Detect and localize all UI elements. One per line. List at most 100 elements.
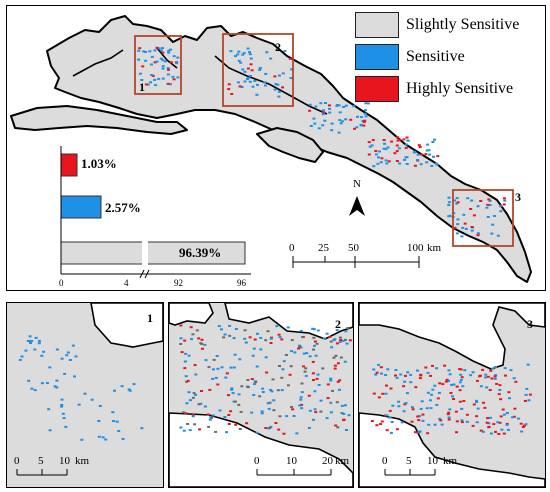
sensitivity-pixel [246,76,250,79]
sensitivity-pixel [206,413,210,416]
sensitivity-pixel [194,373,198,376]
sensitivity-pixel [481,430,485,433]
sensitivity-pixel [406,371,410,374]
sensitivity-pixel [166,73,170,76]
sensitivity-pixel [512,415,516,418]
sensitivity-pixel [377,396,381,399]
sensitivity-pixel [97,435,101,438]
sensitivity-pixel [317,384,321,386]
sensitivity-pixel [169,48,172,51]
legend-label: Slightly Sensitive [406,16,520,33]
sensitivity-pixel [471,424,475,427]
sensitivity-pixel [281,86,285,89]
sensitivity-pixel [74,355,78,358]
sensitivity-pixel [453,226,457,229]
sensitivity-pixel [416,153,420,156]
sensitivity-pixel [394,369,398,371]
sensitivity-pixel [230,388,234,391]
sensitivity-pixel [150,74,154,76]
sensitivity-pixel [492,215,496,217]
sensitivity-pixel [282,360,286,363]
sensitivity-pixel [528,393,532,396]
sensitivity-pixel [304,367,308,370]
sensitivity-pixel [268,401,272,404]
sensitivity-pixel [18,358,22,361]
sensitivity-pixel [333,338,337,341]
sensitivity-pixel [331,389,334,392]
sensitivity-pixel [475,399,478,402]
sensitivity-pixel [379,366,383,369]
sensitivity-pixel [208,418,212,421]
sensitivity-pixel [409,373,413,376]
sensitivity-pixel [313,408,317,411]
sensitivity-pixel [439,419,443,422]
sensitivity-pixel [426,432,430,435]
sensitivity-pixel [239,410,243,413]
sensitivity-pixel [229,366,233,369]
sensitivity-pixel [212,358,216,361]
sensitivity-pixel [211,414,215,417]
sensitivity-pixel [419,374,423,377]
sensitivity-pixel [353,127,356,130]
study-box-3 [452,189,514,247]
sensitivity-pixel [207,425,211,428]
sensitivity-pixel [476,234,480,237]
north-arrow-icon [349,196,365,216]
sensitivity-pixel [504,374,507,377]
sensitivity-pixel [425,161,429,164]
sensitivity-pixel [340,120,344,123]
sensitivity-pixel [282,432,286,435]
sensitivity-pixel [176,56,180,59]
sensitivity-pixel [496,421,500,424]
sensitivity-pixel [522,424,526,427]
sensitivity-pixel [308,355,312,358]
sensitivity-pixel [144,59,148,62]
sensitivity-pixel [150,63,153,66]
sensitivity-pixel [330,129,334,132]
sensitivity-pixel [432,155,435,158]
sensitivity-pixel [364,115,368,118]
sensitivity-pixel [225,431,229,434]
sensitivity-pixel [380,372,383,375]
sensitivity-pixel [476,232,480,235]
inset-2-number: 2 [335,317,341,331]
sensitivity-pixel [166,82,170,85]
sensitivity-pixel [338,379,342,382]
sensitivity-pixel [414,386,418,389]
sensitivity-pixel [313,122,317,125]
sensitivity-pixel [246,379,250,381]
legend-swatch [355,76,399,102]
sensitivity-pixel [395,150,399,153]
sensitivity-pixel [278,336,282,339]
sensitivity-pixel [398,162,402,165]
sensitivity-pixel [433,138,436,141]
sensitivity-pixel [341,339,345,342]
sensitivity-pixel [455,385,459,388]
sensitivity-pixel [288,373,292,376]
sensitivity-pixel [302,352,306,355]
sensitivity-pixel [137,58,141,61]
sensitivity-pixel [394,374,397,377]
sensitivity-pixel [340,412,344,414]
sensitivity-pixel [277,74,281,77]
inset-scale-unit: km [443,455,458,467]
sensitivity-pixel [524,423,528,426]
sensitivity-pixel [391,404,395,407]
sensitivity-pixel [470,229,474,232]
sensitivity-pixel [281,368,285,371]
sensitivity-pixel [33,348,37,351]
sensitivity-pixel [460,421,464,424]
sensitivity-pixel [264,339,268,342]
sensitivity-pixel [332,356,336,359]
sensitivity-pixel [344,404,347,407]
sensitivity-pixel [490,377,494,380]
sensitivity-pixel [367,153,371,156]
sensitivity-pixel [223,416,227,418]
sensitivity-pixel [253,338,257,341]
inset-scale-tick: 0 [382,455,388,467]
sensitivity-pixel [413,431,417,434]
sensitivity-pixel [479,385,483,388]
sensitivity-pixel [233,353,237,356]
sensitivity-pixel [388,409,392,412]
sensitivity-pixel [251,85,255,88]
